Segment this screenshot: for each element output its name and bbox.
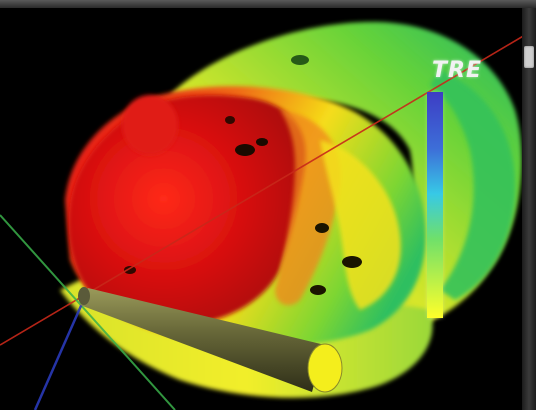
surface-cavity xyxy=(291,55,309,65)
scrollbar-thumb[interactable] xyxy=(524,46,534,68)
surface-rim-right xyxy=(430,70,516,300)
axis-line-blue xyxy=(33,289,90,410)
surface-cavity xyxy=(310,285,326,295)
surface-cavity xyxy=(124,266,136,274)
surface-yellow-fold xyxy=(320,140,401,310)
surface-cavity xyxy=(225,116,235,124)
vertical-scrollbar[interactable] xyxy=(522,8,536,410)
axis-line-green xyxy=(0,214,176,410)
surface-cavity xyxy=(256,138,268,146)
window-top-edge xyxy=(0,0,536,8)
surface-cavity xyxy=(315,223,329,233)
colorbar-title: TRE xyxy=(432,58,482,83)
colorbar-legend xyxy=(427,92,443,318)
instrument-cylinder-tip xyxy=(307,343,343,393)
instrument-cylinder-base xyxy=(78,287,90,305)
instrument-cylinder xyxy=(80,288,325,392)
surface-cavity xyxy=(235,144,255,156)
surface-cavity xyxy=(342,256,362,268)
surface-red-bulge xyxy=(122,95,178,155)
